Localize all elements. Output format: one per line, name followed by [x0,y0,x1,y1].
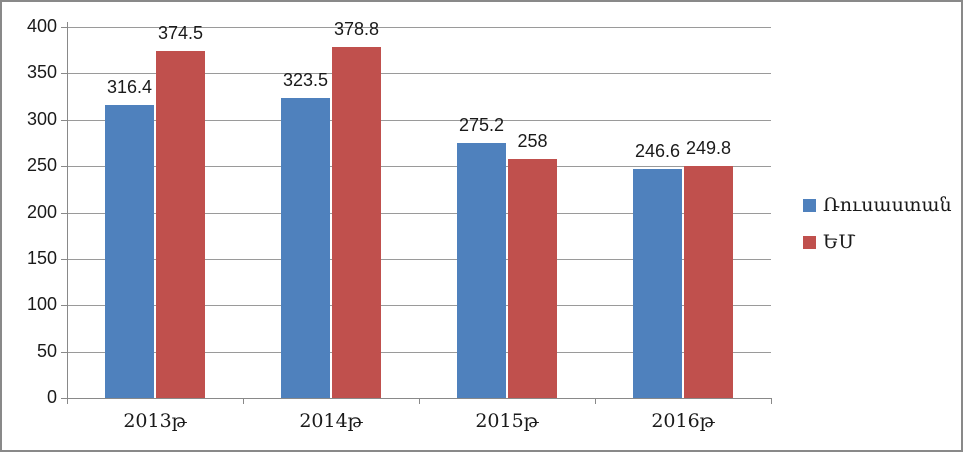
legend-swatch [803,235,816,249]
y-axis-tick [61,73,67,74]
legend-label: ԵՄ [823,231,856,253]
x-axis-tick [67,398,68,404]
gridline [67,27,771,28]
y-axis-tick-label: 0 [46,387,57,407]
bar-series1 [633,169,682,398]
x-axis-tick [595,398,596,404]
x-axis-category-label: 2014թ [299,410,363,432]
bar-data-label: 249.8 [685,138,732,158]
x-axis-tick [771,398,772,404]
legend-item: ԵՄ [803,231,952,253]
x-axis-tick [419,398,420,404]
legend-item: Ռուսաստան [803,194,952,216]
y-axis-tick [61,213,67,214]
y-axis-tick [61,352,67,353]
y-axis-tick-label: 50 [36,341,57,361]
y-axis-tick-label: 300 [26,109,57,129]
y-axis-tick-label: 250 [26,155,57,175]
gridline [67,352,771,353]
x-axis-category-label: 2016թ [651,410,715,432]
bar-series2 [508,159,557,398]
bar-data-label: 275.2 [458,115,505,135]
gridline [67,166,771,167]
gridline [67,120,771,121]
bar-series2 [156,51,205,398]
bar-data-label: 316.4 [106,77,153,97]
x-axis-category-label: 2013թ [123,410,187,432]
bar-data-label: 323.5 [282,70,329,90]
gridline [67,73,771,74]
bar-series1 [457,143,506,398]
bar-data-label: 258 [517,131,548,151]
y-axis-tick [61,398,67,399]
y-axis-tick-label: 150 [26,248,57,268]
y-axis-tick [61,27,67,28]
x-axis-tick [243,398,244,404]
bar-series2 [332,47,381,398]
legend-label: Ռուսաստան [823,194,952,216]
y-axis-line [67,22,68,404]
bar-series1 [281,98,330,398]
gridline [67,213,771,214]
bar-data-label: 246.6 [634,141,681,161]
x-axis-category-label: 2015թ [475,410,539,432]
y-axis-tick-label: 400 [26,16,57,36]
bar-data-label: 378.8 [333,19,380,39]
y-axis-tick-label: 200 [26,202,57,222]
gridline [67,305,771,306]
y-axis-tick-label: 350 [26,62,57,82]
y-axis-tick-label: 100 [26,294,57,314]
y-axis-tick [61,305,67,306]
bar-series1 [105,105,154,398]
y-axis-tick [61,166,67,167]
gridline [67,259,771,260]
bar-data-label: 374.5 [157,23,204,43]
legend: Ռուսաստան ԵՄ [803,194,952,253]
y-axis-tick [61,259,67,260]
legend-swatch [803,198,816,212]
y-axis-tick [61,120,67,121]
bar-series2 [684,166,733,398]
